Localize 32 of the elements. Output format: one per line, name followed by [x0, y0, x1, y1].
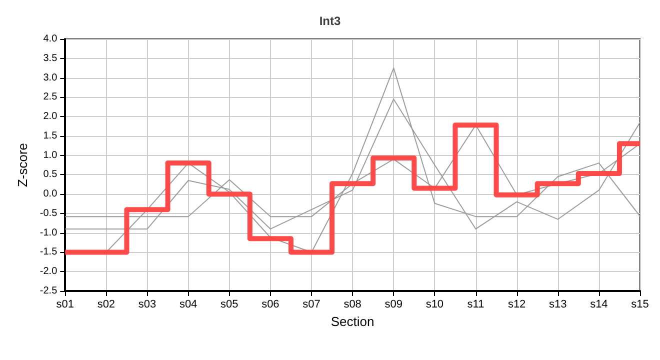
chart-title: Int3	[319, 14, 341, 28]
y-tick-label: 1.5	[43, 130, 58, 142]
x-tick-label: s07	[302, 298, 320, 310]
y-tick-label: -0.5	[40, 208, 58, 219]
y-tick-label: 4.0	[43, 34, 58, 44]
x-tick-label: s04	[179, 298, 198, 310]
x-tick-label: s10	[426, 298, 444, 310]
x-tick-label: s02	[97, 298, 116, 310]
x-tick-label: s09	[384, 298, 403, 310]
y-tick-label: -1.0	[40, 227, 58, 238]
y-tick-label: -2.0	[40, 266, 58, 278]
x-tick-label: s03	[138, 298, 156, 310]
y-tick-label: 3.0	[43, 72, 58, 84]
x-tick-label: s12	[508, 298, 526, 310]
x-tick-label: s13	[549, 298, 567, 310]
x-tick-label: s01	[56, 298, 74, 310]
y-axis-title: Z-score	[15, 142, 30, 188]
y-tick-label: 1.0	[43, 150, 58, 161]
y-tick-label: -2.5	[40, 286, 58, 296]
y-tick-label: 0.5	[43, 169, 58, 180]
x-tick-label: s15	[631, 298, 649, 310]
y-tick-label: 3.5	[43, 52, 58, 64]
y-tick-label: 0.0	[43, 188, 58, 200]
x-tick-label: s06	[262, 298, 280, 310]
x-tick-label: s14	[590, 298, 608, 310]
y-tick-label: -1.5	[40, 246, 58, 258]
y-tick-label: 2.0	[43, 111, 58, 122]
x-tick-label: s05	[220, 298, 238, 310]
x-tick-label: s11	[467, 298, 484, 310]
x-axis-title: Section	[330, 314, 374, 329]
y-tick-label: 2.5	[43, 92, 58, 103]
x-tick-label: s08	[344, 298, 362, 310]
